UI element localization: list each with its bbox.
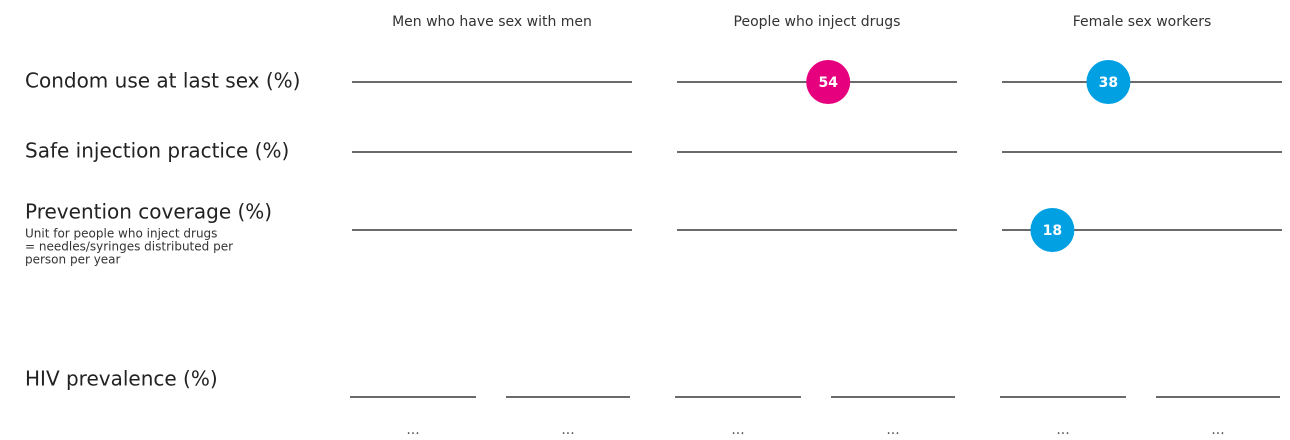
row-label: HIV prevalence (%)	[25, 367, 218, 391]
group-header: Men who have sex with men	[392, 14, 592, 30]
group-header: People who inject drugs	[734, 14, 901, 30]
group-header: Female sex workers	[1073, 14, 1212, 30]
row-label: Prevention coverage (%)	[25, 200, 272, 224]
placeholder: ...	[886, 422, 899, 438]
value-label: 38	[1099, 75, 1118, 91]
row-label: Condom use at last sex (%)	[25, 69, 300, 93]
placeholder: ...	[1211, 422, 1224, 438]
row-label: Safe injection practice (%)	[25, 139, 289, 163]
value-dot	[806, 60, 851, 104]
value-dot	[1086, 60, 1131, 104]
row-note: person per year	[25, 253, 121, 267]
placeholder: ...	[406, 422, 419, 438]
value-label: 54	[818, 75, 838, 91]
placeholder: ...	[731, 422, 744, 438]
placeholder: ...	[561, 422, 574, 438]
row-note: Unit for people who inject drugs	[25, 227, 217, 241]
placeholder: ...	[1056, 422, 1069, 438]
row-note: = needles/syringes distributed per	[25, 240, 233, 254]
value-dot	[1030, 208, 1075, 252]
value-label: 18	[1043, 223, 1062, 239]
